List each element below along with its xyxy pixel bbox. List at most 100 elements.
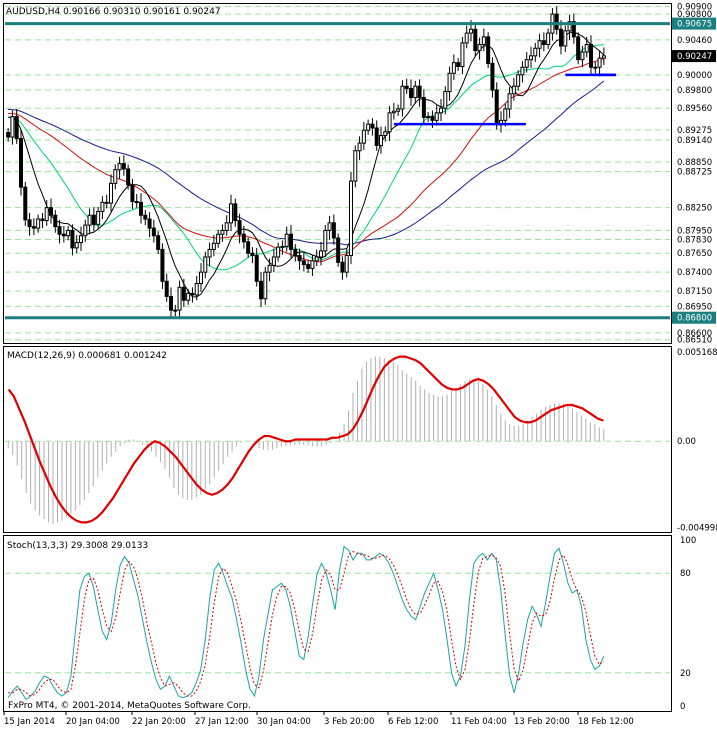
- candle-body: [216, 233, 221, 244]
- candle-body: [331, 222, 336, 239]
- candle-body: [19, 138, 23, 188]
- price-y-tick: 0.90800: [677, 10, 712, 20]
- price-y-tick: 0.89560: [677, 104, 712, 114]
- candle-body: [293, 248, 298, 256]
- candle-body: [96, 210, 101, 225]
- candle-body: [49, 207, 53, 216]
- candle-body: [267, 264, 272, 273]
- candle-body: [233, 203, 238, 222]
- candle-body: [383, 131, 388, 137]
- macd-panel-frame: [3, 346, 672, 533]
- candle-body: [490, 62, 495, 91]
- candle-body: [121, 163, 126, 170]
- candle-body: [426, 116, 431, 119]
- candle-body: [366, 123, 371, 131]
- candle-body: [199, 271, 203, 285]
- candle-body: [126, 168, 131, 186]
- x-tick-label: 15 Jan 2014: [4, 717, 55, 727]
- candle-body: [74, 242, 79, 249]
- macd-y-tick: 0.00: [677, 437, 696, 447]
- candle-body: [319, 250, 323, 258]
- candle-body: [413, 85, 418, 99]
- candle-body: [139, 201, 143, 216]
- candle-body: [280, 245, 285, 248]
- x-tick-label: 20 Jan 04:00: [66, 717, 120, 727]
- macd-panel-title: MACD(12,26,9) 0.000681 0.001242: [7, 351, 167, 361]
- candle-body: [27, 219, 32, 228]
- candle-body: [79, 235, 83, 244]
- candle-body: [254, 254, 259, 282]
- price-y-tick: 0.90900: [677, 3, 712, 13]
- price-y-tick: 0.89800: [677, 86, 712, 96]
- candle-body: [130, 184, 135, 203]
- candle-body: [439, 107, 443, 114]
- candle-body: [344, 254, 349, 273]
- candle-body: [40, 218, 45, 222]
- candle-body: [589, 43, 593, 68]
- candle-body: [301, 260, 306, 266]
- candle-body: [576, 36, 581, 61]
- candle-body: [207, 248, 212, 258]
- candle-body: [473, 28, 478, 52]
- candle-body: [524, 59, 529, 68]
- stoch-y-tick: 100: [680, 536, 696, 546]
- candle-body: [14, 116, 19, 140]
- candle-body: [164, 280, 169, 297]
- candle-body: [597, 57, 602, 68]
- candle-body: [241, 233, 246, 243]
- price-y-tick: 0.89140: [677, 136, 712, 146]
- candle-body: [190, 292, 195, 296]
- candle-body: [336, 237, 341, 263]
- candle-body: [181, 286, 186, 301]
- candle-body: [203, 256, 208, 273]
- x-tick-label: 13 Feb 20:00: [514, 717, 570, 727]
- price-panel-frame: [3, 3, 672, 344]
- candle-body: [379, 135, 383, 146]
- candle-body: [271, 256, 276, 266]
- price-y-tick: 0.87830: [677, 236, 712, 246]
- candle-body: [541, 40, 546, 45]
- x-tick-label: 3 Feb 20:00: [324, 717, 374, 727]
- candle-body: [486, 36, 491, 64]
- moving-average-ma_green: [8, 44, 604, 271]
- candle-body: [571, 21, 576, 38]
- candle-body: [456, 62, 461, 67]
- candle-body: [464, 32, 469, 44]
- price-level-tag: [672, 17, 716, 30]
- candle-body: [36, 218, 41, 229]
- current-price-tag: [672, 50, 716, 63]
- candle-body: [593, 66, 598, 69]
- candle-body: [434, 112, 439, 121]
- price-y-tick: 0.88725: [677, 168, 712, 178]
- candle-body: [224, 222, 229, 231]
- macd-signal-line: [7, 355, 604, 524]
- candle-body: [580, 51, 585, 61]
- candle-body: [151, 227, 156, 237]
- candle-body: [57, 226, 62, 235]
- price-y-tick: 0.86800: [677, 314, 712, 324]
- candle-body: [173, 309, 178, 312]
- candle-body: [340, 261, 345, 273]
- candle-body: [91, 214, 96, 225]
- candle-body: [529, 55, 533, 61]
- moving-average-ma_navy: [8, 80, 605, 246]
- candle-body: [61, 233, 66, 237]
- candle-body: [443, 91, 448, 109]
- price-y-tick: 0.90675: [677, 20, 712, 30]
- stoch-y-tick: 20: [680, 669, 691, 679]
- candle-body: [520, 66, 525, 76]
- candle-body: [70, 229, 75, 249]
- price-y-tick: 0.87650: [677, 249, 712, 259]
- candle-body: [194, 283, 199, 296]
- candle-body: [66, 229, 71, 237]
- candle-body: [220, 229, 225, 235]
- moving-average-ma_black: [8, 31, 605, 298]
- price-y-tick: 0.88850: [677, 158, 712, 168]
- candle-body: [563, 30, 568, 47]
- x-tick-label: 11 Feb 04:00: [451, 717, 507, 727]
- price-panel-title: AUDUSD,H4 0.90166 0.90310 0.90161 0.9024…: [6, 7, 221, 17]
- candle-body: [396, 108, 401, 112]
- candle-body: [460, 42, 465, 67]
- price-level-tag: [672, 311, 716, 324]
- candle-body: [297, 254, 302, 262]
